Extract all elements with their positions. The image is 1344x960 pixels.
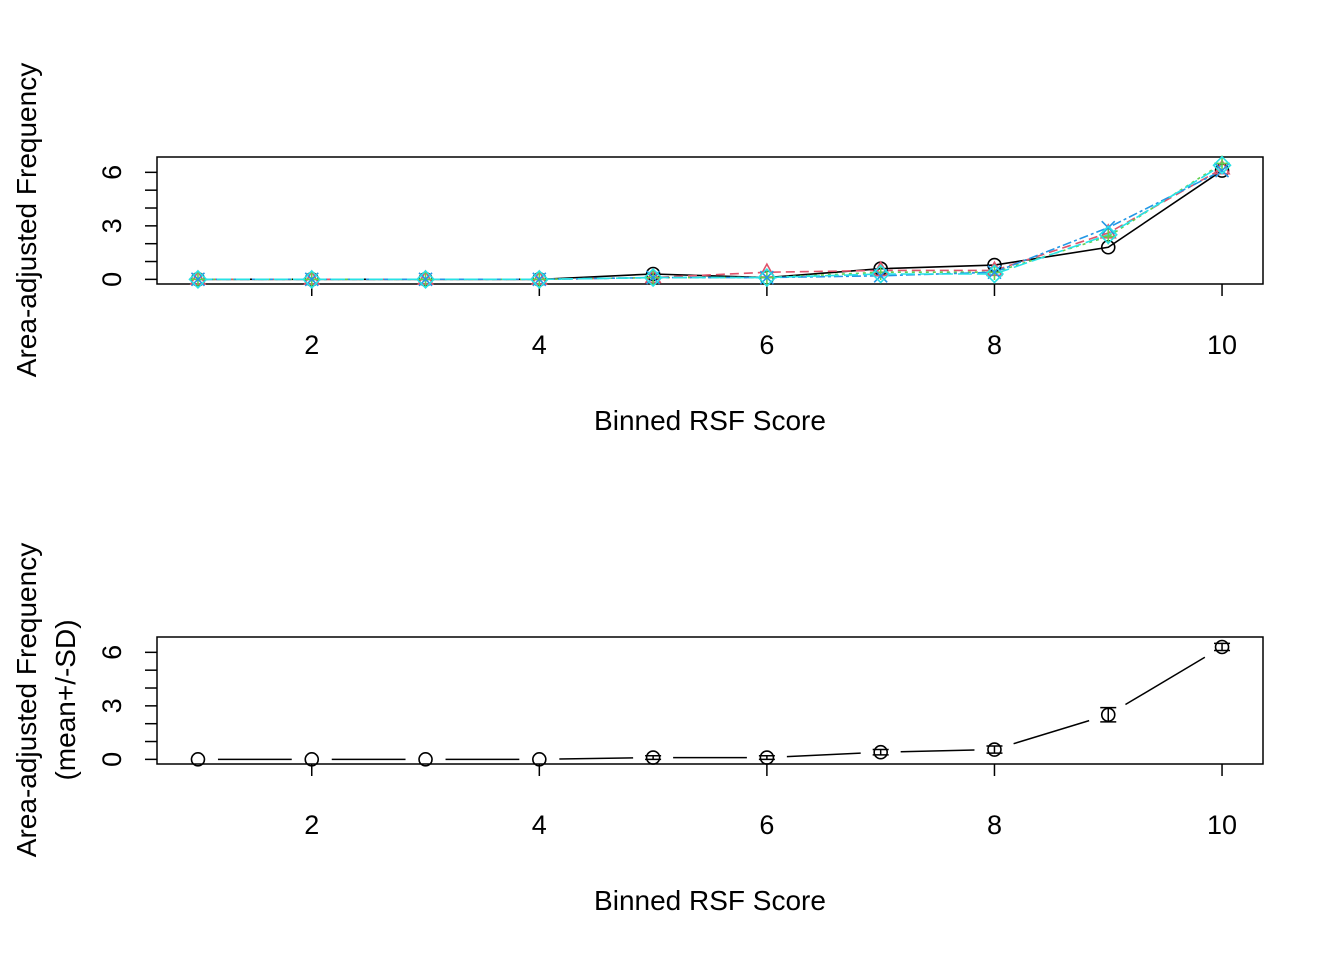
top-y-axis: 0 3 6 <box>97 165 157 287</box>
mean-point <box>987 742 1002 757</box>
bottom-y-tick-label: 3 <box>97 698 127 713</box>
top-x-tick-label: 10 <box>1207 330 1237 360</box>
top-x-tick-label: 8 <box>987 330 1002 360</box>
top-x-tick-label: 4 <box>532 330 547 360</box>
series-3-point <box>1214 155 1230 172</box>
series-4-point <box>987 265 1002 280</box>
series-line-3 <box>197 162 1223 281</box>
bottom-y-tick-label: 6 <box>97 645 127 660</box>
mean-line-segment <box>1125 656 1206 706</box>
top-x-tick-label: 6 <box>759 330 774 360</box>
series-line-4 <box>197 169 1223 281</box>
mean-line-segment <box>559 757 634 760</box>
bottom-x-tick-label: 4 <box>532 810 547 840</box>
series-3-point <box>1100 228 1117 245</box>
series-5-point <box>188 269 208 289</box>
bottom-plot-frame <box>156 636 1264 765</box>
top-plot-area <box>188 155 1232 289</box>
mean-point <box>304 752 320 767</box>
top-plot-frame <box>156 156 1264 285</box>
series-4-point <box>873 268 888 283</box>
bottom-plot-area <box>190 639 1231 767</box>
series-5-point <box>984 264 1005 284</box>
top-x-axis: 2 4 6 8 10 <box>304 284 1237 360</box>
series-3-point <box>872 264 889 281</box>
mean-point <box>418 752 433 767</box>
series-5-point <box>1098 225 1118 245</box>
series-5-point <box>529 269 549 289</box>
mean-point <box>645 750 661 765</box>
series-5-point <box>1212 155 1232 175</box>
mean-point <box>759 750 775 765</box>
mean-line-segment <box>1013 719 1090 745</box>
top-y-axis-title: Area-adjusted Frequency <box>11 63 42 377</box>
series-line-5 <box>197 164 1223 281</box>
bottom-y-axis-title-line2: (mean+/-SD) <box>50 619 81 780</box>
bottom-x-tick-label: 2 <box>304 810 319 840</box>
bottom-x-axis: 2 4 6 8 10 <box>304 764 1237 840</box>
series-line-2 <box>197 168 1223 281</box>
top-x-axis-title: Binned RSF Score <box>594 405 826 436</box>
mean-line-segment <box>900 749 975 753</box>
bottom-x-tick-label: 8 <box>987 810 1002 840</box>
mean-line-segment <box>786 752 861 758</box>
top-y-tick-label: 3 <box>97 218 127 233</box>
top-y-tick-label: 0 <box>97 272 127 287</box>
series-5-point <box>302 269 322 289</box>
series-line-1 <box>197 169 1223 281</box>
mean-point <box>532 752 547 767</box>
series-5-point <box>871 264 891 284</box>
bottom-y-tick-label: 0 <box>97 752 127 767</box>
mean-point <box>190 752 206 767</box>
bottom-x-tick-label: 10 <box>1207 810 1237 840</box>
series-5-point <box>757 267 777 288</box>
series-5-point <box>643 267 663 288</box>
series-5-point <box>415 269 436 289</box>
top-panel: 2 4 6 8 10 0 3 6 Binned RSF Score Area-adjuste… <box>11 63 1264 436</box>
bottom-x-axis-title: Binned RSF Score <box>594 885 826 916</box>
mean-point <box>873 744 888 760</box>
top-x-tick-label: 2 <box>304 330 319 360</box>
bottom-y-axis-title-line1: Area-adjusted Frequency <box>11 543 42 857</box>
bottom-x-tick-label: 6 <box>759 810 774 840</box>
mean-point <box>1100 707 1116 723</box>
bottom-panel: 2 4 6 8 10 0 3 6 Binned RSF Score Area-adjuste… <box>11 543 1264 916</box>
mean-point <box>1214 639 1230 655</box>
bottom-y-axis: 0 3 6 <box>97 645 157 767</box>
series-4-point <box>1214 163 1230 178</box>
series-4-point <box>1101 220 1116 235</box>
top-y-tick-label: 6 <box>97 165 127 180</box>
